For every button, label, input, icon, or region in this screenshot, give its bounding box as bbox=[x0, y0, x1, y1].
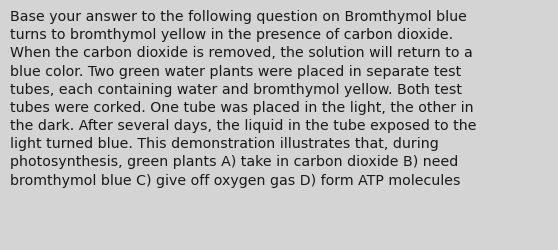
Text: Base your answer to the following question on Bromthymol blue
turns to bromthymo: Base your answer to the following questi… bbox=[10, 10, 477, 187]
